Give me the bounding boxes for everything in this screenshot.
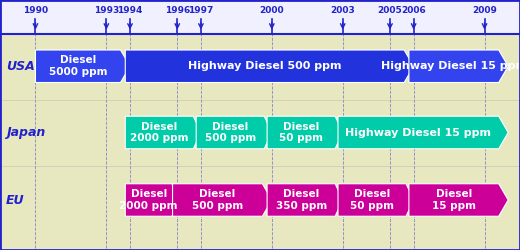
Text: 1993: 1993 [94,6,119,15]
Text: 2005: 2005 [378,6,402,15]
Polygon shape [267,184,343,216]
Polygon shape [173,184,272,216]
Text: Diesel
2000 ppm: Diesel 2000 ppm [130,122,189,143]
Text: 1996: 1996 [165,6,190,15]
Text: 1994: 1994 [118,6,142,15]
Text: Diesel
15 ppm: Diesel 15 ppm [432,189,476,211]
Polygon shape [409,50,508,82]
Text: 2006: 2006 [401,6,426,15]
Text: Highway Diesel 15 ppm: Highway Diesel 15 ppm [345,128,491,138]
Text: Diesel
50 ppm: Diesel 50 ppm [350,189,394,211]
Text: Japan: Japan [6,126,45,139]
Text: Highway Diesel 500 ppm: Highway Diesel 500 ppm [188,61,342,71]
Text: Diesel
500 ppm: Diesel 500 ppm [192,189,243,211]
Polygon shape [125,50,413,82]
Text: Diesel
500 ppm: Diesel 500 ppm [204,122,256,143]
Text: USA: USA [6,60,35,73]
Polygon shape [267,116,343,149]
Polygon shape [338,184,413,216]
Text: Highway Diesel 15 ppm: Highway Diesel 15 ppm [381,61,520,71]
Text: 2003: 2003 [330,6,355,15]
Text: Diesel
50 ppm: Diesel 50 ppm [279,122,323,143]
Text: EU: EU [6,194,24,206]
Polygon shape [35,50,130,82]
Polygon shape [125,184,177,216]
Polygon shape [409,184,508,216]
Text: 1997: 1997 [188,6,214,15]
Text: Diesel
350 ppm: Diesel 350 ppm [276,189,327,211]
Bar [0,0,520,34]
Text: Diesel
5000 ppm: Diesel 5000 ppm [49,56,107,77]
Polygon shape [125,116,201,149]
Text: Diesel
2000 ppm: Diesel 2000 ppm [120,189,178,211]
Text: 2000: 2000 [259,6,284,15]
Polygon shape [338,116,508,149]
Text: 2009: 2009 [472,6,497,15]
Polygon shape [196,116,272,149]
Text: 1990: 1990 [23,6,48,15]
